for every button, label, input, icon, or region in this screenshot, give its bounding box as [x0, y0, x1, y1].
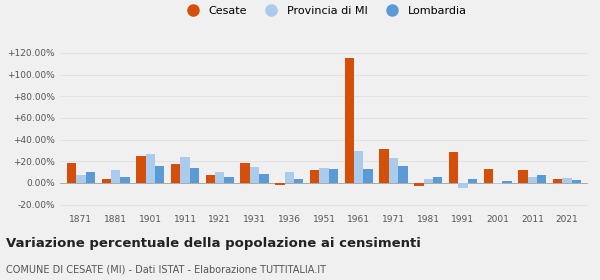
- Bar: [67, 163, 76, 183]
- Text: COMUNE DI CESATE (MI) - Dati ISTAT - Elaborazione TUTTITALIA.IT: COMUNE DI CESATE (MI) - Dati ISTAT - Ela…: [6, 265, 326, 275]
- Bar: [284, 172, 294, 183]
- Bar: [136, 156, 146, 183]
- Bar: [250, 167, 259, 183]
- Bar: [518, 170, 528, 183]
- Bar: [389, 158, 398, 183]
- Bar: [275, 183, 284, 185]
- Text: Variazione percentuale della popolazione ai censimenti: Variazione percentuale della popolazione…: [6, 237, 421, 249]
- Bar: [398, 166, 407, 183]
- Bar: [146, 154, 155, 183]
- Bar: [364, 169, 373, 183]
- Bar: [329, 169, 338, 183]
- Bar: [562, 178, 572, 183]
- Bar: [414, 183, 424, 186]
- Bar: [259, 174, 269, 183]
- Bar: [433, 177, 442, 183]
- Bar: [310, 170, 319, 183]
- Bar: [101, 179, 111, 183]
- Bar: [181, 157, 190, 183]
- Bar: [449, 152, 458, 183]
- Bar: [319, 168, 329, 183]
- Legend: Cesate, Provincia di MI, Lombardia: Cesate, Provincia di MI, Lombardia: [182, 6, 466, 16]
- Bar: [111, 170, 120, 183]
- Bar: [206, 175, 215, 183]
- Bar: [241, 163, 250, 183]
- Bar: [171, 164, 181, 183]
- Bar: [344, 58, 354, 183]
- Bar: [537, 175, 547, 183]
- Bar: [493, 183, 502, 184]
- Bar: [528, 177, 537, 183]
- Bar: [458, 183, 467, 188]
- Bar: [484, 169, 493, 183]
- Bar: [120, 177, 130, 183]
- Bar: [215, 172, 224, 183]
- Bar: [294, 179, 304, 183]
- Bar: [190, 168, 199, 183]
- Bar: [379, 149, 389, 183]
- Bar: [86, 172, 95, 183]
- Bar: [76, 175, 86, 183]
- Bar: [502, 181, 512, 183]
- Bar: [224, 177, 234, 183]
- Bar: [572, 180, 581, 183]
- Bar: [155, 166, 164, 183]
- Bar: [553, 179, 562, 183]
- Bar: [424, 179, 433, 183]
- Bar: [354, 151, 364, 183]
- Bar: [467, 179, 477, 183]
